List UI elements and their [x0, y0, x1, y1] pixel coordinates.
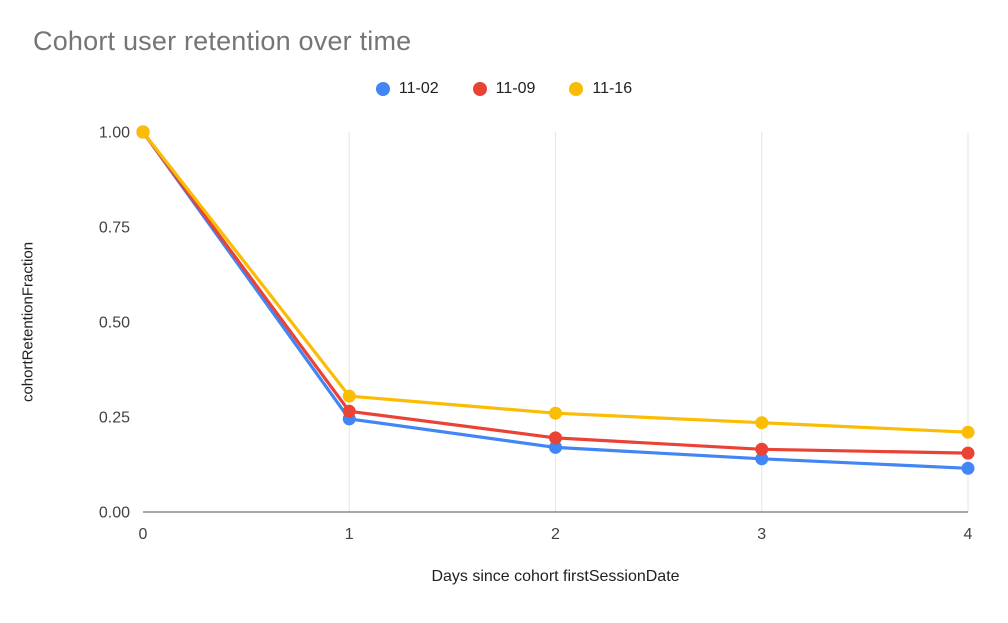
legend-dot-icon: [569, 82, 584, 96]
y-tick-label: 0.25: [99, 410, 130, 427]
y-tick-label: 0.00: [99, 505, 130, 522]
legend-item-11-16[interactable]: 11-16: [569, 80, 632, 98]
data-point-11-16-x1: [342, 389, 356, 403]
data-point-11-09-x2: [549, 431, 562, 445]
legend-label: 11-16: [592, 80, 633, 97]
data-point-11-02-x4: [961, 461, 975, 475]
data-point-11-02-x2: [549, 440, 562, 454]
legend-dot-icon: [375, 82, 390, 96]
x-tick-label: 4: [964, 526, 973, 543]
legend-label: 11-09: [495, 80, 536, 97]
data-point-11-16-x0: [136, 125, 150, 139]
x-tick-label: 3: [757, 526, 766, 543]
data-point-11-16-x4: [961, 425, 975, 439]
data-point-11-16-x3: [755, 416, 769, 430]
chart-title: Cohort user retention over time: [33, 26, 412, 56]
y-axis-title: cohortRetentionFraction: [19, 241, 37, 403]
y-tick-label: 0.75: [99, 220, 130, 237]
x-axis-title: Days since cohort firstSessionDate: [431, 568, 680, 585]
legend-dot-icon: [472, 82, 487, 96]
data-point-11-09-x1: [342, 404, 356, 418]
legend-label: 11-02: [398, 80, 439, 97]
chart-legend: 11-02 11-09 11-16: [0, 80, 1008, 98]
data-point-11-09-x4: [961, 446, 975, 460]
x-tick-label: 1: [345, 526, 354, 543]
x-tick-label: 0: [139, 526, 148, 543]
data-point-11-02-x3: [755, 452, 769, 466]
x-tick-label: 2: [551, 526, 560, 543]
legend-item-11-09[interactable]: 11-09: [472, 80, 536, 98]
data-point-11-16-x2: [549, 406, 562, 420]
data-point-11-09-x3: [755, 442, 769, 456]
y-tick-label: 1.00: [99, 125, 130, 142]
legend-item-11-02[interactable]: 11-02: [375, 80, 439, 98]
y-tick-label: 0.50: [99, 315, 130, 332]
